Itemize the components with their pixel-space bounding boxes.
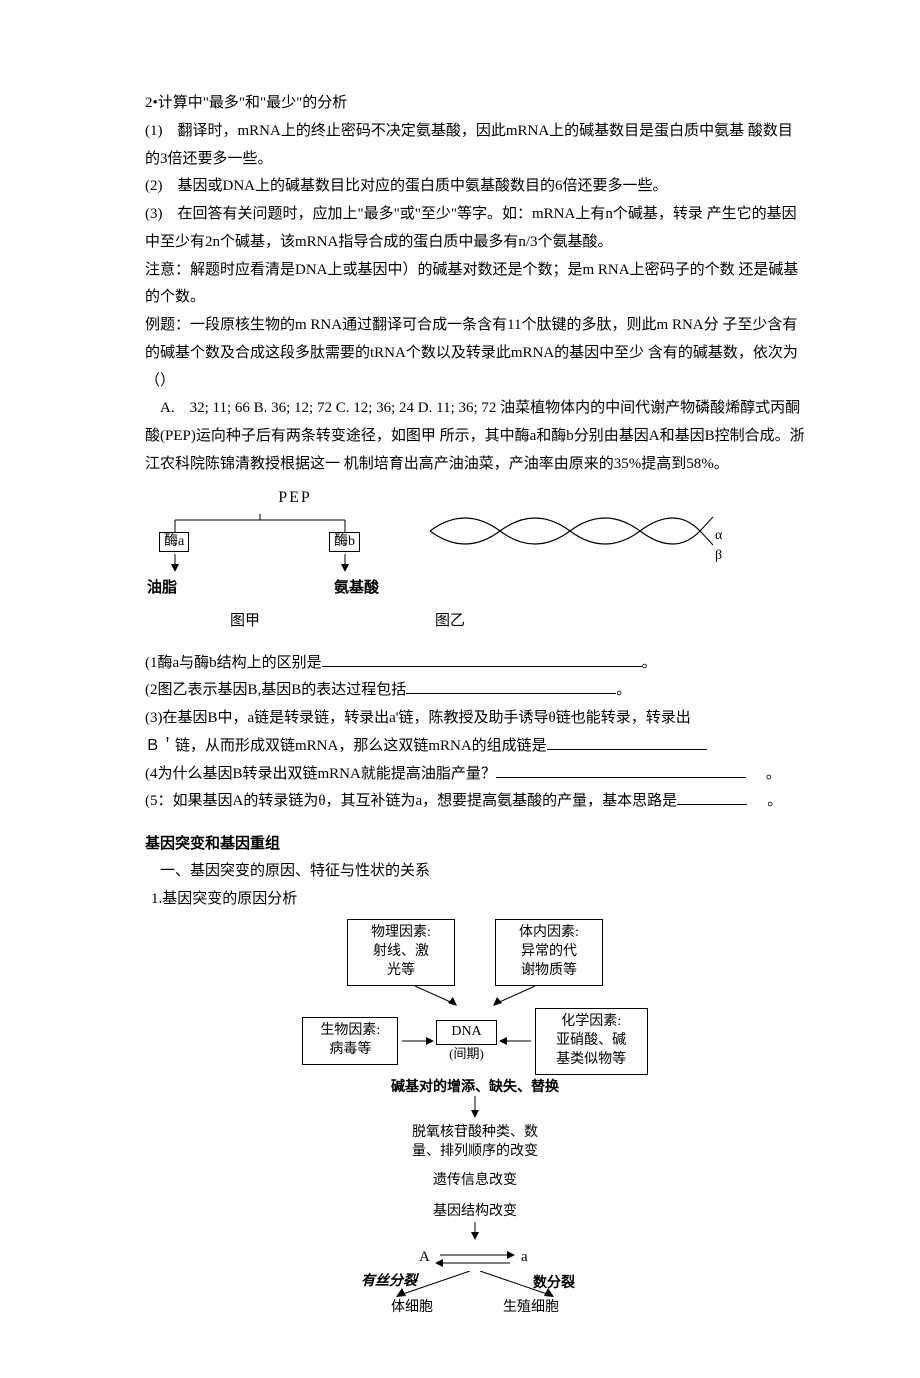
figure-row: PEP 酶a 酶b 油脂 氨基酸: [145, 483, 805, 602]
diagram-pep: PEP 酶a 酶b 油脂 氨基酸: [145, 483, 415, 602]
q5-text: (5：如果基因A的转录链为θ，其互补链为a，想要提高氨基酸的产量，基本思路是: [145, 793, 677, 809]
box-biological: 生物因素:病毒等: [302, 1017, 398, 1065]
pep-right-product: 氨基酸: [334, 574, 379, 602]
question-3b: Ｂ＇链，从而形成双链mRNA，那么这双链mRNA的组成链是: [145, 733, 805, 761]
label-period: (间期): [436, 1045, 496, 1063]
label-base-change: 碱基对的增添、缺失、替换: [265, 1077, 685, 1096]
subheading-2: 1.基因突变的原因分析: [151, 886, 805, 914]
q2-text: (2图乙表示基因B,基因B的表达过程包括: [145, 682, 406, 698]
q5-period: 。: [767, 793, 782, 809]
question-4: (4为什么基因B转录出双链mRNA就能提高油脂产量？ 。: [145, 761, 805, 789]
allele-a: a: [521, 1247, 528, 1267]
question-2: (2图乙表示基因B,基因B的表达过程包括 。: [145, 677, 805, 705]
arrow-down-1: [265, 1096, 685, 1125]
arrow-down-2: [265, 1222, 685, 1247]
para-item1: (1) 翻译时，mRNA上的终止密码不决定氨基酸，因此mRNA上的碱基数目是蛋白…: [145, 118, 805, 174]
label-meiosis: 数分裂: [533, 1273, 575, 1292]
label-info-change: 遗传信息改变: [265, 1172, 685, 1191]
split-arrows: [265, 1271, 685, 1299]
flow-mid-row: 生物因素:病毒等 DNA (间期) 化学因素:亚硝酸、碱基类似物等: [265, 1008, 685, 1075]
flowchart: 物理因素:射线、激光等 体内因素:异常的代谢物质等 生物因素:病毒等 DNA (…: [265, 919, 685, 1317]
box-dna: DNA: [436, 1020, 496, 1045]
question-5: (5：如果基因A的转录链为θ，其互补链为a，想要提高氨基酸的产量，基本思路是 。: [145, 788, 805, 816]
para-options: A. 32; 11; 66 B. 36; 12; 72 C. 12; 36; 2…: [145, 395, 805, 478]
q4-text: (4为什么基因B转录出双链mRNA就能提高油脂产量？: [145, 766, 496, 782]
caption-1: 图甲: [230, 608, 260, 636]
pep-label: PEP: [175, 483, 415, 513]
allele-arrows: [265, 1247, 685, 1271]
box-chemical: 化学因素:亚硝酸、碱基类似物等: [535, 1008, 648, 1075]
label-structure-change: 基因结构改变: [265, 1203, 685, 1222]
q1-period: 。: [642, 655, 657, 671]
label-nucleotide-change: 脱氧核苷酸种类、数量、排列顺序的改变: [265, 1124, 685, 1162]
para-item2: (2) 基因或DNA上的碱基数目比对应的蛋白质中氨基酸数目的6倍还要多一些。: [145, 173, 805, 201]
q4-period: 。: [766, 766, 781, 782]
beta-label: β: [715, 543, 722, 569]
flow-arrows-top: [265, 986, 685, 1008]
box-body: 体内因素:异常的代谢物质等: [495, 919, 603, 986]
q1-text: (1酶a与酶b结构上的区别是: [145, 655, 322, 671]
q3b-text: Ｂ＇链，从而形成双链mRNA，那么这双链mRNA的组成链是: [145, 738, 547, 754]
pep-left-product: 油脂: [147, 574, 177, 602]
para-note: 注意：解题时应看清是DNA上或基因中）的碱基对数还是个数；是m RNA上密码子的…: [145, 257, 805, 313]
enzyme-a-box: 酶a: [159, 532, 189, 552]
box-physical: 物理因素:射线、激光等: [347, 919, 455, 986]
para-heading: 2•计算中"最多"和"最少"的分析: [145, 90, 805, 118]
q2-period: 。: [616, 682, 631, 698]
figure-captions: 图甲 图乙: [145, 608, 805, 636]
section-title: 基因突变和基因重组: [145, 830, 805, 858]
label-mitosis: 有丝分裂: [361, 1271, 417, 1290]
caption-2: 图乙: [435, 608, 465, 636]
para-example: 例题：一段原核生物的m RNA通过翻译可合成一条含有11个肽键的多肽，则此m R…: [145, 312, 805, 395]
allele-A: A: [419, 1247, 430, 1267]
para-item3: (3) 在回答有关问题时，应加上"最多"或"至少"等字。如：mRNA上有n个碱基…: [145, 201, 805, 257]
arrow-bio: [402, 1033, 436, 1049]
enzyme-b-box: 酶b: [329, 532, 360, 552]
question-3a: (3)在基因B中，a链是转录链，转录出a'链，陈教授及助手诱导θ链也能转录，转录…: [145, 705, 805, 733]
subheading-1: 一、基因突变的原因、特征与性状的关系: [145, 858, 805, 886]
question-1: (1酶a与酶b结构上的区别是 。: [145, 650, 805, 678]
arrow-chem: [497, 1033, 531, 1049]
diagram-helix: α β: [425, 503, 725, 570]
